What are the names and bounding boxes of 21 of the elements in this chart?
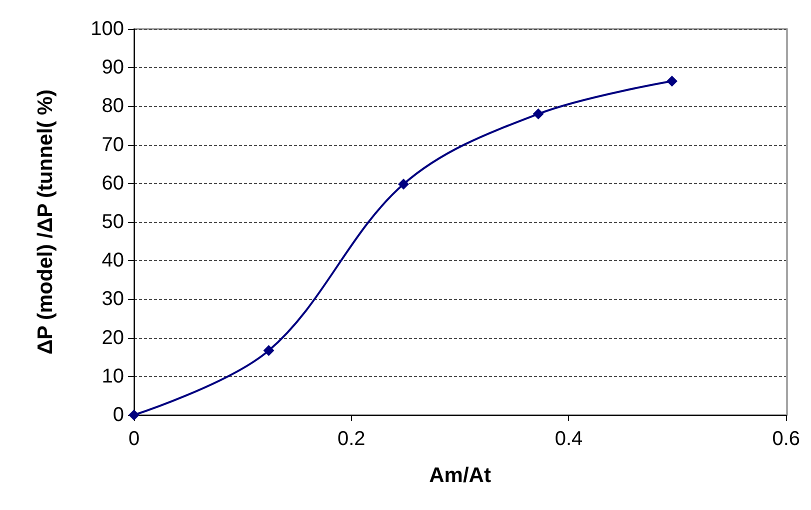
x-tick-label: 0.4 bbox=[554, 428, 583, 450]
point bbox=[666, 76, 678, 87]
y-tick-label: 20 bbox=[102, 326, 124, 349]
x-axis-title: Am/At bbox=[429, 464, 491, 487]
x-tick-label: 0.2 bbox=[337, 428, 366, 450]
y-tick-label: 80 bbox=[102, 95, 124, 118]
x-tick-label: 0 bbox=[128, 428, 140, 450]
y-tick-label: 50 bbox=[102, 211, 124, 233]
y-tick-label: 10 bbox=[102, 365, 124, 388]
point bbox=[532, 108, 544, 120]
y-tick-label: 40 bbox=[102, 250, 124, 272]
point bbox=[263, 345, 274, 356]
y-tick-label: 70 bbox=[102, 134, 124, 156]
x-tick-label: 0.6 bbox=[772, 428, 800, 450]
y-tick-label: 90 bbox=[102, 56, 124, 79]
y-tick-label: 0 bbox=[112, 404, 124, 426]
y-tick-label: 30 bbox=[102, 288, 124, 310]
y-tick-label: 60 bbox=[102, 172, 124, 194]
y-axis-title: ΔP (model) /ΔP (tunnel( %) bbox=[34, 89, 57, 355]
y-tick-label: 100 bbox=[90, 18, 124, 40]
point bbox=[398, 178, 410, 190]
